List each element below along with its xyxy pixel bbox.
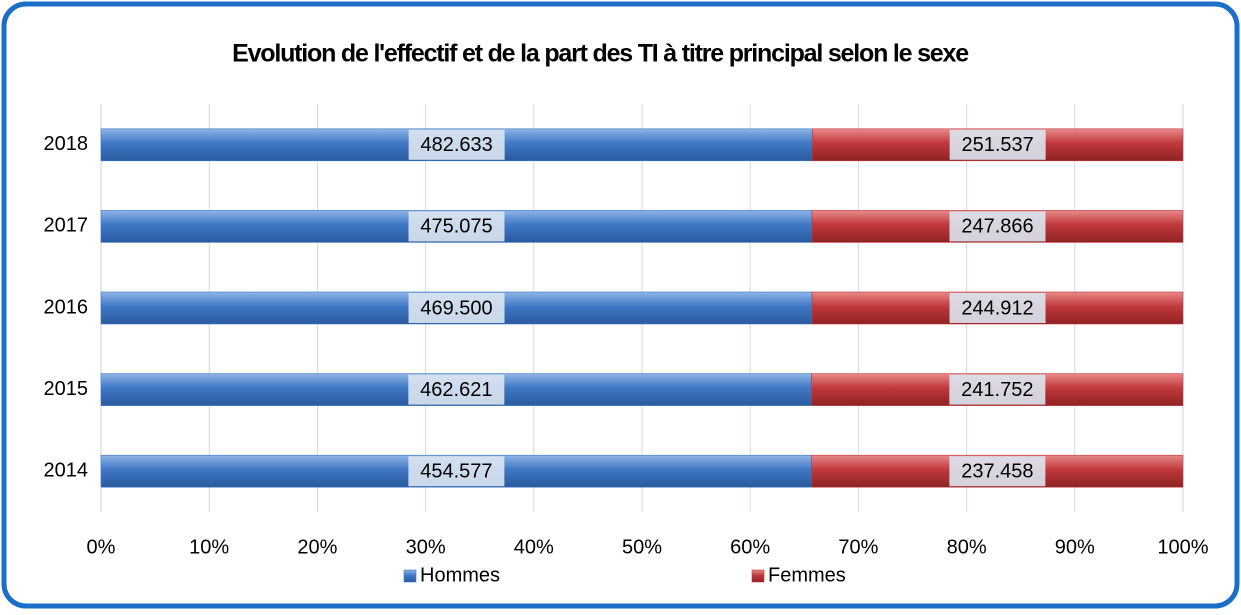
x-tick-label: 70%	[838, 536, 878, 558]
data-label: 237.458	[961, 460, 1033, 482]
label-box	[408, 129, 505, 160]
x-tick-label: 100%	[1157, 536, 1208, 558]
label-box	[949, 374, 1046, 405]
label-box	[949, 456, 1046, 487]
y-tick-label: 2015	[44, 378, 89, 400]
data-label: 462.621	[420, 379, 492, 401]
data-label: 454.577	[420, 460, 492, 482]
data-label: 241.752	[961, 379, 1033, 401]
label-box	[949, 293, 1046, 323]
legend-swatch	[403, 569, 417, 583]
data-label: 475.075	[420, 216, 492, 238]
x-tick-label: 60%	[730, 536, 770, 558]
x-tick-label: 50%	[622, 536, 662, 558]
label-box	[408, 293, 505, 323]
chart-title: Evolution de l'effectif et de la part de…	[232, 40, 969, 68]
y-tick-label: 2018	[44, 133, 89, 155]
data-label: 469.500	[420, 297, 492, 319]
legend-swatch	[751, 569, 765, 583]
data-label: 247.866	[961, 216, 1033, 238]
y-tick-label: 2016	[44, 296, 89, 318]
x-tick-label: 90%	[1055, 536, 1095, 558]
label-box	[949, 129, 1046, 160]
y-tick-label: 2017	[44, 215, 89, 237]
legend-label: Femmes	[768, 564, 846, 586]
label-box	[408, 211, 505, 242]
data-label: 244.912	[961, 297, 1033, 319]
x-tick-label: 0%	[87, 536, 116, 558]
data-label: 251.537	[961, 134, 1033, 156]
x-tick-label: 30%	[406, 536, 446, 558]
x-tick-label: 80%	[947, 536, 987, 558]
x-tick-label: 20%	[297, 536, 337, 558]
legend-label: Hommes	[420, 564, 500, 586]
label-box	[408, 456, 505, 487]
x-tick-label: 10%	[189, 536, 229, 558]
data-label: 482.633	[420, 134, 492, 156]
label-box	[408, 374, 505, 405]
y-tick-label: 2014	[44, 459, 89, 481]
label-box	[949, 211, 1046, 242]
x-tick-label: 40%	[514, 536, 554, 558]
